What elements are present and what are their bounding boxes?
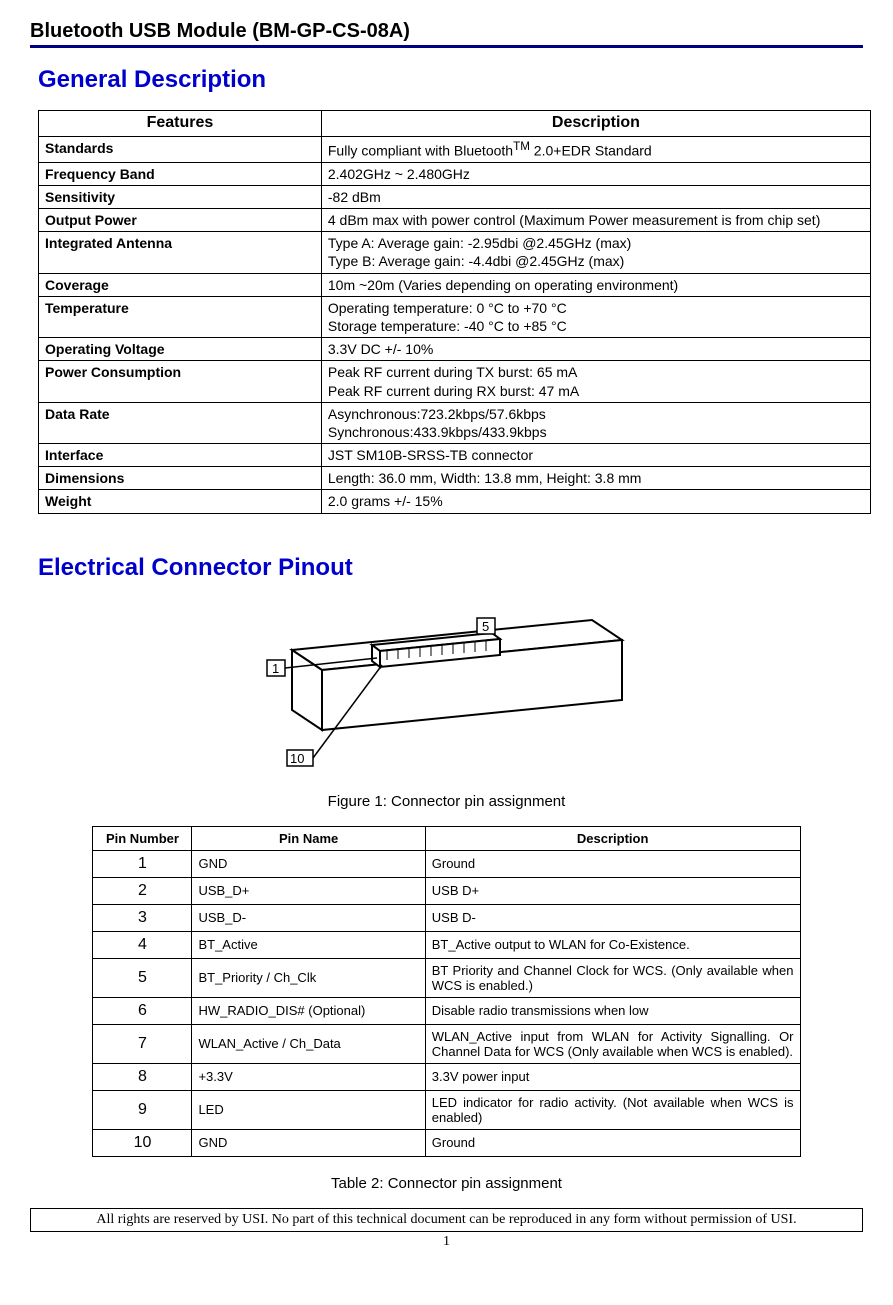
pin-name: GND: [192, 1129, 425, 1156]
spec-feature: Frequency Band: [39, 162, 322, 185]
pin-description: Ground: [425, 1129, 800, 1156]
figure1-caption: Figure 1: Connector pin assignment: [30, 793, 863, 810]
spec-feature: Standards: [39, 136, 322, 162]
pin-number: 7: [93, 1024, 192, 1063]
spec-feature: Operating Voltage: [39, 338, 322, 361]
pin-name: GND: [192, 850, 425, 877]
pin-number: 2: [93, 877, 192, 904]
spec-description: JST SM10B-SRSS-TB connector: [321, 444, 870, 467]
spec-header-features: Features: [39, 111, 322, 137]
pin-name: USB_D-: [192, 904, 425, 931]
pin-name: USB_D+: [192, 877, 425, 904]
spec-description: 10m ~20m (Varies depending on operating …: [321, 273, 870, 296]
spec-description: -82 dBm: [321, 185, 870, 208]
spec-feature: Coverage: [39, 273, 322, 296]
table2-caption: Table 2: Connector pin assignment: [30, 1175, 863, 1192]
spec-description: Type A: Average gain: -2.95dbi @2.45GHz …: [321, 232, 870, 273]
pin-name: BT_Active: [192, 931, 425, 958]
spec-feature: Power Consumption: [39, 361, 322, 402]
spec-description: Length: 36.0 mm, Width: 13.8 mm, Height:…: [321, 467, 870, 490]
spec-feature: Output Power: [39, 209, 322, 232]
spec-feature: Data Rate: [39, 402, 322, 443]
footer-rights: All rights are reserved by USI. No part …: [30, 1208, 863, 1232]
pin-description: Ground: [425, 850, 800, 877]
diagram-pin1-label: 1: [272, 661, 279, 676]
pin-description: USB D+: [425, 877, 800, 904]
spec-feature: Dimensions: [39, 467, 322, 490]
pin-number: 4: [93, 931, 192, 958]
pin-number: 1: [93, 850, 192, 877]
spec-feature: Interface: [39, 444, 322, 467]
pin-description: WLAN_Active input from WLAN for Activity…: [425, 1024, 800, 1063]
pin-header-number: Pin Number: [93, 826, 192, 850]
spec-feature: Temperature: [39, 296, 322, 337]
spec-feature: Integrated Antenna: [39, 232, 322, 273]
pin-header-name: Pin Name: [192, 826, 425, 850]
pin-number: 3: [93, 904, 192, 931]
section-connector-pinout: Electrical Connector Pinout: [38, 554, 863, 582]
page-number: 1: [30, 1234, 863, 1250]
spec-description: Asynchronous:723.2kbps/57.6kbpsSynchrono…: [321, 402, 870, 443]
spec-description: Operating temperature: 0 °C to +70 °CSto…: [321, 296, 870, 337]
diagram-pin5-label: 5: [482, 619, 489, 634]
connector-diagram: 1 5 10: [30, 600, 863, 783]
pin-name: +3.3V: [192, 1063, 425, 1090]
spec-description: 2.402GHz ~ 2.480GHz: [321, 162, 870, 185]
pin-description: BT Priority and Channel Clock for WCS. (…: [425, 958, 800, 997]
pin-name: BT_Priority / Ch_Clk: [192, 958, 425, 997]
pin-name: HW_RADIO_DIS# (Optional): [192, 997, 425, 1024]
pin-description: Disable radio transmissions when low: [425, 997, 800, 1024]
pin-description: 3.3V power input: [425, 1063, 800, 1090]
section-general-description: General Description: [38, 66, 863, 94]
pin-header-desc: Description: [425, 826, 800, 850]
pin-name: WLAN_Active / Ch_Data: [192, 1024, 425, 1063]
spec-description: 3.3V DC +/- 10%: [321, 338, 870, 361]
pin-number: 9: [93, 1090, 192, 1129]
spec-table: Features Description StandardsFully comp…: [38, 110, 871, 514]
spec-feature: Sensitivity: [39, 185, 322, 208]
spec-description: 2.0 grams +/- 15%: [321, 490, 870, 513]
pin-number: 8: [93, 1063, 192, 1090]
pin-name: LED: [192, 1090, 425, 1129]
pin-number: 10: [93, 1129, 192, 1156]
spec-description: 4 dBm max with power control (Maximum Po…: [321, 209, 870, 232]
spec-description: Peak RF current during TX burst: 65 mAPe…: [321, 361, 870, 402]
pin-number: 6: [93, 997, 192, 1024]
pin-description: USB D-: [425, 904, 800, 931]
document-header: Bluetooth USB Module (BM-GP-CS-08A): [30, 20, 863, 48]
spec-header-description: Description: [321, 111, 870, 137]
pin-number: 5: [93, 958, 192, 997]
diagram-pin10-label: 10: [290, 751, 304, 766]
spec-feature: Weight: [39, 490, 322, 513]
pin-description: BT_Active output to WLAN for Co-Existenc…: [425, 931, 800, 958]
pin-table: Pin Number Pin Name Description 1GNDGrou…: [92, 826, 800, 1157]
pin-description: LED indicator for radio activity. (Not a…: [425, 1090, 800, 1129]
spec-description: Fully compliant with BluetoothTM 2.0+EDR…: [321, 136, 870, 162]
